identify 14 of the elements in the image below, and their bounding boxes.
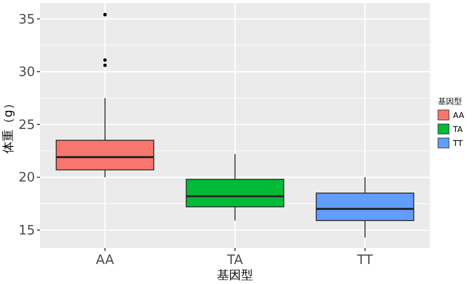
x-tick-label: TT — [356, 253, 373, 268]
x-tick-label: AA — [96, 253, 114, 268]
y-tick-label: 25 — [18, 118, 35, 133]
y-tick-label: 30 — [18, 65, 35, 80]
legend-title: 基因型 — [438, 97, 462, 106]
y-tick-label: 15 — [18, 224, 35, 239]
legend-label: AA — [453, 111, 465, 120]
y-tick-label: 20 — [18, 170, 35, 186]
legend-label: TA — [452, 125, 464, 134]
legend-label: TT — [452, 139, 463, 148]
y-tick-label: 35 — [18, 12, 35, 28]
x-axis-title: 基因型 — [217, 268, 253, 282]
x-tick-label: TA — [226, 253, 244, 268]
y-axis-title: 体重（g） — [1, 98, 15, 154]
